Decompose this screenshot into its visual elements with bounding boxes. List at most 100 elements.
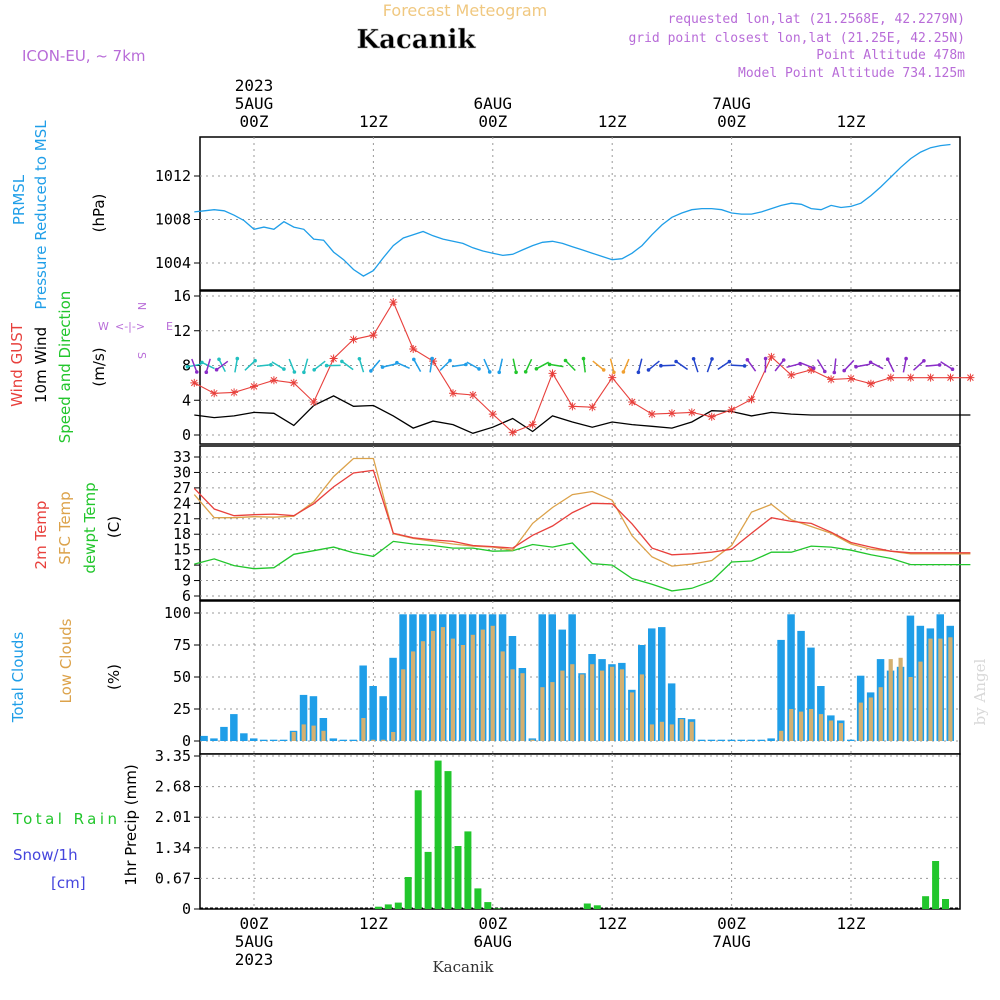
wind-direction-arrow <box>525 358 533 373</box>
wind-direction-arrowhead <box>612 370 616 375</box>
wind-direction-arrowhead <box>547 362 552 367</box>
pressure-label-1: PRMSL <box>10 174 28 225</box>
total-cloud-bar <box>747 739 755 741</box>
gust-marker <box>309 397 318 406</box>
chart-title: Forecast Meteogram <box>383 1 547 20</box>
ytick-label: 0 <box>182 900 191 918</box>
ytick-label: 6 <box>182 587 191 605</box>
low-cloud-bar <box>381 739 386 741</box>
wind-direction-arrow <box>536 361 550 370</box>
ytick-label: 16 <box>173 287 191 305</box>
low-cloud-bar <box>440 627 445 741</box>
panel-pressure: 1004 1008 1012 <box>155 136 961 291</box>
total-cloud-bar <box>349 739 357 741</box>
wind-direction-arrow <box>786 362 801 369</box>
low-cloud-bar <box>540 687 545 741</box>
gust-marker <box>946 373 955 382</box>
wind-direction-arrowhead <box>448 358 452 363</box>
gust-marker <box>369 331 378 340</box>
wind-direction-arrow <box>730 364 745 367</box>
x-label-top: 12Z <box>598 112 627 131</box>
ytick-label: 1012 <box>155 167 191 185</box>
wind-direction-arrow <box>706 358 713 373</box>
wind-direction-arrow <box>234 358 239 373</box>
gust-marker <box>747 395 756 404</box>
gust-marker <box>866 379 875 388</box>
total-cloud-bar <box>697 739 706 741</box>
low-cloud-bar <box>779 730 784 741</box>
wind-direction-arrowhead <box>601 368 606 372</box>
wind-direction-arrowhead <box>380 365 385 369</box>
rain-bar <box>424 851 432 909</box>
wind-direction-arrowhead <box>691 357 696 361</box>
wind-direction-arrow <box>429 358 433 373</box>
rain-bar <box>404 877 412 909</box>
low-cloud-bar <box>311 725 316 741</box>
total-cloud-bar <box>707 739 716 741</box>
wind-direction-arrow <box>466 361 480 370</box>
ytick-label: 2.68 <box>155 778 191 796</box>
low-cloud-bar <box>420 641 426 741</box>
total-cloud-bar <box>200 735 208 741</box>
gust-marker <box>250 382 258 391</box>
wind-direction-arrow <box>370 359 381 372</box>
wind-direction-arrowhead <box>324 363 329 368</box>
total-cloud-bar <box>548 614 556 741</box>
rain-bar <box>464 831 472 909</box>
low-cloud-bar <box>659 721 664 741</box>
low-cloud-bar <box>619 669 625 741</box>
wind-direction-arrow <box>622 358 630 373</box>
total-cloud-bar <box>538 614 546 741</box>
info-model-altitude: Model Point Altitude 734.125m <box>738 66 965 81</box>
wind-direction-arrow <box>843 359 855 372</box>
x-label-bottom: 6AUG <box>474 932 513 951</box>
rain-bar <box>384 904 392 909</box>
gust-marker <box>966 373 975 382</box>
wind-direction-arrow <box>512 358 517 373</box>
wind-direction-arrow <box>549 363 564 368</box>
low-cloud-bar <box>570 664 575 741</box>
total-cloud-bar <box>757 739 765 741</box>
low-cloud-bar <box>450 638 455 741</box>
wind-direction-arrowhead <box>621 370 626 374</box>
low-cloud-bar <box>321 730 326 741</box>
gust-marker <box>389 298 398 307</box>
wind-direction-arrowhead <box>302 370 306 375</box>
total-cloud-bar <box>737 739 745 741</box>
wind-gust-line <box>194 300 971 434</box>
gust-marker <box>588 403 597 412</box>
ytick-label: 25 <box>173 700 191 718</box>
low-cloud-bar <box>639 674 644 741</box>
total-cloud-bar <box>220 726 228 741</box>
wind-direction-arrowhead <box>885 357 890 362</box>
wind-direction-arrow <box>303 358 309 373</box>
x-label-bottom: 5AUG <box>235 932 274 951</box>
x-label-bottom: 12Z <box>837 914 866 933</box>
total-cloud-bar <box>658 627 666 741</box>
low-cloud-bar <box>888 659 893 741</box>
low-cloud-bar <box>948 637 953 741</box>
rain-bar <box>494 908 502 909</box>
wind-label-speed: 10m Wind <box>32 327 50 403</box>
precip-label-rain: Total Rain <box>12 810 117 828</box>
wind-direction-arrow <box>592 360 605 371</box>
wind-direction-arrowhead <box>904 356 908 361</box>
wind-direction-arrowhead <box>477 367 481 371</box>
ytick-label: 1.34 <box>155 839 191 857</box>
gust-marker <box>568 402 577 411</box>
clouds-label-total: Total Clouds <box>9 632 27 724</box>
precip-label-snow: Snow/1h <box>13 846 78 864</box>
wind-direction-arrowhead <box>763 356 768 361</box>
gust-marker <box>687 408 696 417</box>
pressure-label-2: Pressure Reduced to MSL <box>32 120 50 310</box>
x-label-top: 12Z <box>837 112 866 131</box>
location-title: Kacanik <box>357 25 477 55</box>
total-cloud-bar <box>379 696 387 741</box>
wind-direction-arrow <box>800 362 814 369</box>
wind-direction-arrowhead <box>395 360 399 365</box>
gust-marker <box>190 378 199 387</box>
wind-direction-arrowhead <box>369 369 373 373</box>
wind-direction-arrowhead <box>204 370 209 375</box>
